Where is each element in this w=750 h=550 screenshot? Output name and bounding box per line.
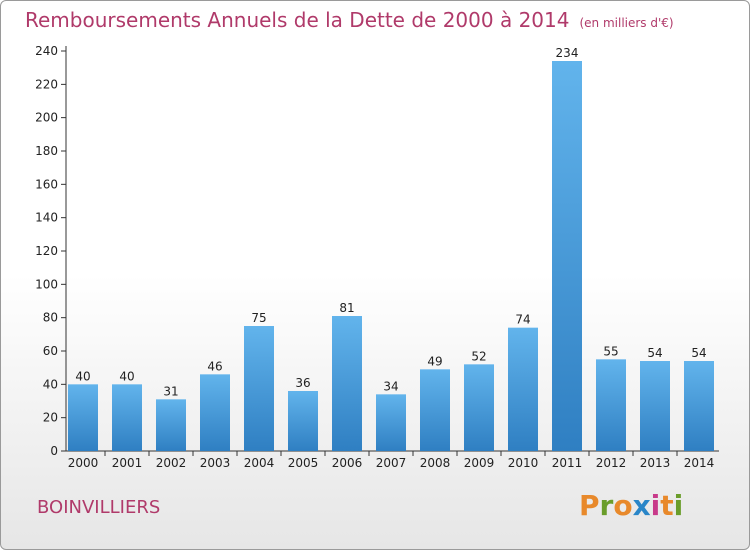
x-tick-label: 2001 (112, 456, 143, 470)
chart-title-main: Remboursements Annuels de la Dette de 20… (25, 8, 570, 32)
y-tick-label: 240 (35, 44, 58, 58)
logo-letter: i (673, 489, 684, 522)
data-label: 36 (295, 376, 310, 390)
y-tick-label: 60 (43, 344, 58, 358)
chart-title-unit: (en milliers d'€) (579, 16, 674, 30)
logo-letter: P (579, 489, 600, 522)
bars (68, 61, 714, 451)
x-tick-label: 2004 (244, 456, 275, 470)
y-tick-label: 0 (50, 444, 58, 458)
data-label: 40 (119, 369, 134, 383)
data-label: 49 (427, 354, 442, 368)
data-label: 234 (556, 46, 579, 60)
data-label: 34 (383, 379, 398, 393)
x-tick-label: 2007 (376, 456, 407, 470)
logo-letter: i (650, 489, 661, 522)
x-tick-label: 2012 (596, 456, 627, 470)
y-tick-label: 140 (35, 211, 58, 225)
bar-2010 (508, 327, 538, 451)
data-label: 40 (75, 369, 90, 383)
logo-letter: o (613, 489, 633, 522)
y-tick-label: 160 (35, 177, 58, 191)
data-label: 31 (163, 384, 178, 398)
data-label: 55 (603, 344, 618, 358)
x-tick-label: 2013 (640, 456, 671, 470)
y-tick-label: 220 (35, 77, 58, 91)
data-label: 75 (251, 311, 266, 325)
bar-2005 (288, 391, 318, 451)
data-labels: 40 40 31 46 75 36 81 34 49 52 74 234 55 54 54 (75, 46, 706, 398)
x-tick-label: 2011 (552, 456, 583, 470)
logo-letter: t (660, 489, 674, 522)
bar-2001 (112, 384, 142, 451)
bar-2000 (68, 384, 98, 451)
bar-2003 (200, 374, 230, 451)
bar-2014 (684, 361, 714, 451)
x-tick-label: 2006 (332, 456, 363, 470)
bar-2011 (552, 61, 582, 451)
x-tick-label: 2009 (464, 456, 495, 470)
data-label: 54 (691, 346, 706, 360)
data-label: 74 (515, 313, 530, 327)
y-tick-label: 40 (43, 377, 58, 391)
x-tick-label: 2014 (684, 456, 715, 470)
logo-letter: x (632, 489, 651, 522)
y-tick-label: 180 (35, 144, 58, 158)
data-label: 81 (339, 301, 354, 315)
x-tick-label: 2002 (156, 456, 187, 470)
bar-2007 (376, 394, 406, 451)
bar-2012 (596, 359, 626, 451)
proxiti-logo: Proxiti (579, 489, 683, 522)
y-tick-label: 100 (35, 277, 58, 291)
x-tick-label: 2005 (288, 456, 319, 470)
bar-2013 (640, 361, 670, 451)
data-label: 52 (471, 349, 486, 363)
x-tick-label: 2003 (200, 456, 231, 470)
y-tick-label: 80 (43, 311, 58, 325)
chart-title: Remboursements Annuels de la Dette de 20… (25, 8, 674, 32)
y-tick-label: 20 (43, 411, 58, 425)
place-name: BOINVILLIERS (37, 497, 161, 518)
bar-2008 (420, 369, 450, 451)
x-tick-label: 2000 (68, 456, 99, 470)
data-label: 46 (207, 359, 222, 373)
bar-2009 (464, 364, 494, 451)
y-tick-label: 120 (35, 244, 58, 258)
x-tick-label: 2010 (508, 456, 539, 470)
bar-2006 (332, 316, 362, 451)
logo-letter: r (599, 489, 614, 522)
axes: 0 20 40 60 80 100 120 140 160 180 200 220 240 2000 200… (35, 44, 719, 470)
y-tick-label: 200 (35, 111, 58, 125)
x-tick-label: 2008 (420, 456, 451, 470)
bar-2002 (156, 399, 186, 451)
data-label: 54 (647, 346, 662, 360)
bar-2004 (244, 326, 274, 451)
